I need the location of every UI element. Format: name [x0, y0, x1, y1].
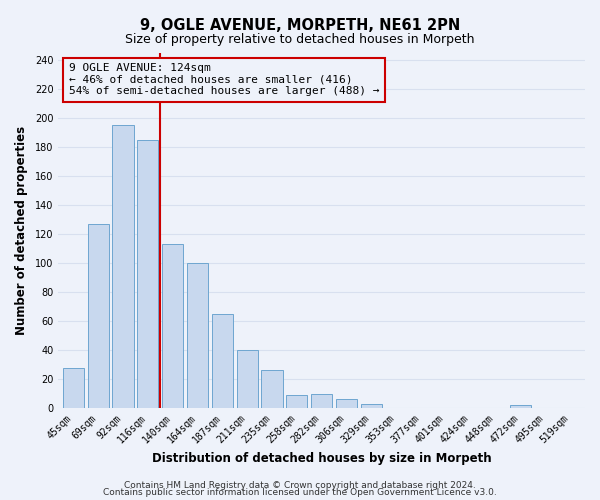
X-axis label: Distribution of detached houses by size in Morpeth: Distribution of detached houses by size … [152, 452, 491, 465]
Bar [262, 370, 283, 408]
Bar [137, 140, 158, 408]
Text: Contains HM Land Registry data © Crown copyright and database right 2024.: Contains HM Land Registry data © Crown c… [124, 480, 476, 490]
Bar [63, 368, 84, 408]
Bar [212, 314, 233, 408]
Text: Size of property relative to detached houses in Morpeth: Size of property relative to detached ho… [125, 32, 475, 46]
Bar [187, 263, 208, 408]
Y-axis label: Number of detached properties: Number of detached properties [15, 126, 28, 335]
Bar [112, 125, 134, 408]
Bar [88, 224, 109, 408]
Bar [336, 400, 357, 408]
Bar [162, 244, 183, 408]
Bar [311, 394, 332, 408]
Text: Contains public sector information licensed under the Open Government Licence v3: Contains public sector information licen… [103, 488, 497, 497]
Bar [510, 406, 531, 408]
Bar [236, 350, 258, 408]
Bar [286, 395, 307, 408]
Text: 9, OGLE AVENUE, MORPETH, NE61 2PN: 9, OGLE AVENUE, MORPETH, NE61 2PN [140, 18, 460, 32]
Text: 9 OGLE AVENUE: 124sqm
← 46% of detached houses are smaller (416)
54% of semi-det: 9 OGLE AVENUE: 124sqm ← 46% of detached … [69, 63, 379, 96]
Bar [361, 404, 382, 408]
